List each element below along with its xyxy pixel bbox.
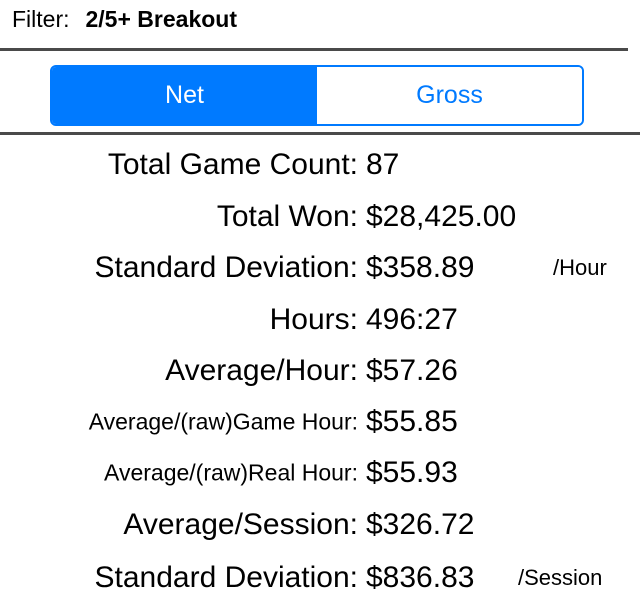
filter-header: Filter: 2/5+ Breakout (12, 6, 237, 33)
divider (0, 48, 628, 51)
segment-gross[interactable]: Gross (317, 67, 582, 124)
stat-row-average-raw-real-hour: Average/(raw)Real Hour: $55.93 (0, 448, 640, 498)
stat-row-total-won: Total Won: $28,425.00 (0, 192, 640, 242)
filter-value: 2/5+ Breakout (85, 6, 238, 32)
stat-label: Average/(raw)Game Hour: (88, 408, 358, 435)
stat-value: $57.26 (366, 354, 458, 387)
stat-label: Average/Hour: (165, 354, 358, 387)
stat-row-total-game-count: Total Game Count: 87 (0, 140, 640, 190)
stat-label: Total Won: (216, 200, 358, 233)
stat-value: $55.85 (366, 405, 458, 438)
stat-label: Standard Deviation: (94, 561, 359, 594)
stat-value: $55.93 (366, 456, 458, 489)
stat-value: 496:27 (366, 303, 458, 336)
stat-label: Total Game Count: (107, 148, 358, 181)
net-gross-segmented-control[interactable]: Net Gross (50, 65, 584, 126)
stat-label: Standard Deviation: (94, 251, 359, 284)
stat-row-average-session: Average/Session: $326.72 (0, 500, 640, 550)
stat-value: $28,425.00 (366, 200, 517, 233)
filter-label: Filter: (12, 6, 70, 32)
stat-label: Average/(raw)Real Hour: (104, 459, 358, 486)
stat-value: $836.83 (366, 561, 475, 594)
stat-value: $326.72 (366, 508, 475, 541)
segment-net[interactable]: Net (52, 67, 317, 124)
stat-row-std-dev-hour: Standard Deviation: $358.89/Hour (0, 243, 640, 293)
stat-row-hours: Hours: 496:27 (0, 295, 640, 345)
divider (0, 132, 640, 135)
stat-label: Average/Session: (123, 508, 358, 541)
stat-row-std-dev-session: Standard Deviation: $836.83/Session (0, 553, 640, 603)
stat-row-average-hour: Average/Hour: $57.26 (0, 346, 640, 396)
stat-value: $358.89 (366, 251, 475, 284)
stat-unit: /Session (518, 565, 603, 590)
stat-label: Hours: (269, 303, 358, 336)
stat-unit: /Hour (553, 255, 607, 280)
stat-value: 87 (366, 148, 400, 181)
stat-row-average-raw-game-hour: Average/(raw)Game Hour: $55.85 (0, 397, 640, 447)
